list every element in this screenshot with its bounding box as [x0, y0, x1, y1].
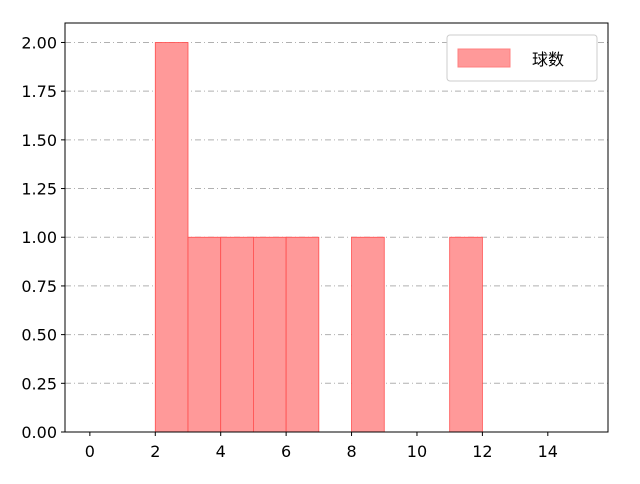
histogram-bar — [285, 236, 320, 433]
legend-box — [446, 34, 598, 82]
y-tick-label: 1.00 — [21, 228, 57, 247]
histogram-bar — [253, 236, 287, 433]
y-tick-label: 1.50 — [21, 131, 57, 150]
histogram-bar — [351, 236, 385, 433]
x-tick-label: 14 — [538, 442, 558, 461]
x-tick-label: 2 — [150, 442, 160, 461]
y-tick-label: 1.25 — [21, 180, 57, 199]
histogram-bar — [220, 236, 254, 433]
y-tick-label: 2.00 — [21, 33, 57, 52]
x-tick-label: 8 — [346, 442, 356, 461]
histogram-bar — [187, 236, 222, 433]
grid-lines — [65, 41, 608, 433]
x-tick-label: 12 — [472, 442, 492, 461]
y-tick-label: 0.75 — [21, 277, 57, 296]
legend-label: 球数 — [532, 50, 564, 69]
x-tick-label: 10 — [407, 442, 427, 461]
plot-frame — [64, 22, 609, 433]
histogram-bar — [449, 236, 483, 433]
x-axis: 0 2 4 6 8 10 12 14 — [85, 432, 558, 461]
x-tick-label: 6 — [281, 442, 291, 461]
y-tick-label: 0.25 — [21, 374, 57, 393]
y-tick-label: 0.50 — [21, 326, 57, 345]
y-axis: 0.00 0.25 0.50 0.75 1.00 1.25 1.50 1.75 2.00 — [21, 33, 65, 442]
y-tick-label: 1.75 — [21, 82, 57, 101]
bars — [154, 42, 483, 433]
histogram-bar — [154, 42, 189, 433]
legend-swatch — [457, 48, 511, 68]
y-tick-label: 0.00 — [21, 423, 57, 442]
legend: 球数 — [446, 34, 598, 82]
x-tick-label: 0 — [85, 442, 95, 461]
x-tick-label: 4 — [216, 442, 226, 461]
